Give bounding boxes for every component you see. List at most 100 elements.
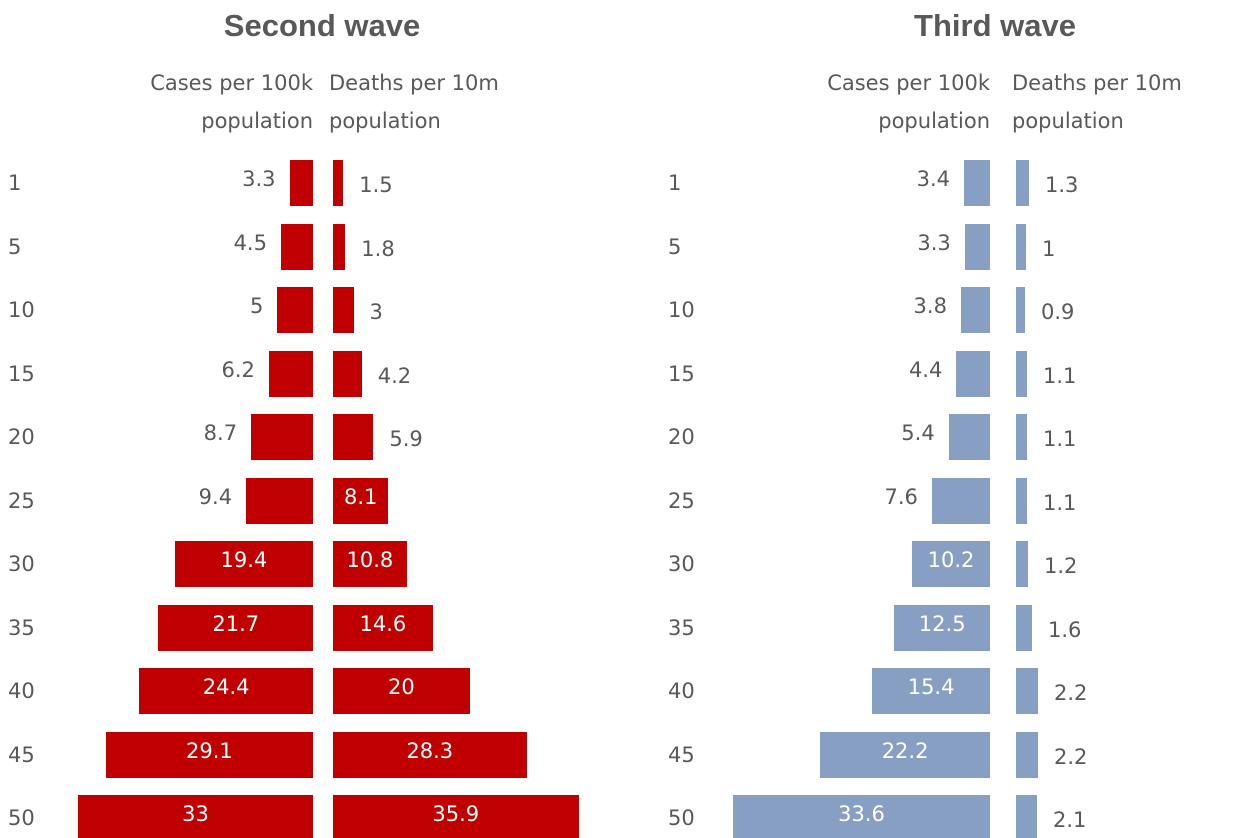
- value-label: 3.4: [916, 167, 950, 191]
- category-label: 5: [8, 234, 22, 259]
- value-label: 1.1: [1043, 427, 1077, 451]
- category-label: 45: [668, 742, 695, 767]
- category-label: 20: [8, 425, 35, 449]
- bar: [333, 795, 579, 838]
- value-label: 0.9: [1041, 300, 1075, 324]
- category-label: 50: [8, 806, 35, 830]
- value-label: 29.1: [186, 738, 233, 763]
- value-label: 1.5: [359, 173, 393, 197]
- value-label: 5.9: [389, 427, 423, 451]
- bar: [1016, 604, 1032, 651]
- bar: [732, 795, 990, 838]
- value-label: 2.1: [1053, 808, 1087, 832]
- category-label: 15: [8, 361, 35, 386]
- bar: [333, 287, 354, 333]
- bar: [139, 668, 313, 714]
- value-label: 8.7: [203, 421, 238, 445]
- bar: [960, 287, 990, 333]
- category-label: 30: [8, 552, 35, 576]
- category-label: 10: [668, 298, 695, 322]
- value-label: 3.3: [242, 167, 276, 191]
- category-label: 15: [668, 361, 695, 386]
- value-label: 1: [1042, 236, 1056, 261]
- bar: [1016, 223, 1026, 270]
- bar: [277, 287, 313, 333]
- bar: [268, 350, 313, 397]
- category-label: 40: [8, 679, 35, 703]
- value-label: 28.3: [406, 738, 454, 763]
- series-header: Cases per 100k population: [150, 71, 313, 133]
- value-label: 14.6: [359, 611, 407, 636]
- category-label: 20: [668, 425, 695, 449]
- category-label: 25: [668, 488, 695, 513]
- chart-title: Second wave: [223, 8, 421, 43]
- category-label: 5: [668, 234, 682, 259]
- bar: [872, 668, 990, 714]
- value-label: 5.4: [901, 421, 935, 445]
- value-label: 4.4: [908, 357, 943, 382]
- bar: [246, 477, 313, 524]
- bar: [333, 731, 527, 778]
- bar: [333, 160, 344, 206]
- value-label: 33: [182, 802, 209, 826]
- category-label: 1: [8, 171, 22, 195]
- bar: [1016, 477, 1027, 524]
- category-label: 50: [668, 806, 695, 830]
- value-label: 3.3: [917, 230, 951, 255]
- bar: [333, 604, 433, 651]
- bar: [251, 414, 313, 460]
- value-label: 6.2: [221, 357, 255, 382]
- chart-title: Third wave: [914, 8, 1076, 43]
- category-label: 40: [668, 679, 695, 703]
- value-label: 20: [388, 675, 415, 699]
- value-label: 33.6: [838, 802, 885, 826]
- bar: [964, 223, 990, 270]
- bar: [280, 223, 313, 270]
- value-label: 5: [250, 294, 264, 318]
- bar: [1016, 414, 1027, 460]
- series-header: Deaths per 10m population: [1012, 71, 1182, 133]
- value-label: 10.8: [346, 548, 394, 572]
- value-label: 4.5: [233, 230, 267, 255]
- value-label: 4.2: [377, 363, 412, 388]
- bar: [948, 414, 990, 460]
- bar: [1016, 287, 1025, 333]
- bar: [333, 350, 362, 397]
- bar: [333, 414, 374, 460]
- value-label: 1.6: [1048, 617, 1082, 642]
- value-label: 3.8: [913, 294, 947, 318]
- value-label: 24.4: [202, 675, 250, 699]
- bar: [963, 160, 990, 206]
- bar: [1016, 668, 1038, 714]
- value-label: 1.2: [1044, 554, 1078, 578]
- value-label: 1.1: [1043, 490, 1077, 515]
- value-label: 2.2: [1054, 744, 1088, 769]
- category-label: 35: [8, 615, 35, 640]
- value-label: 15.4: [907, 675, 955, 699]
- value-label: 1.1: [1043, 363, 1077, 388]
- bar: [1016, 350, 1027, 397]
- value-label: 22.2: [881, 738, 929, 763]
- bar: [333, 541, 407, 587]
- category-label: 25: [8, 488, 35, 513]
- bar: [105, 731, 313, 778]
- bar: [911, 541, 990, 587]
- value-label: 8.1: [343, 484, 378, 509]
- category-label: 45: [8, 742, 35, 767]
- value-label: 1.3: [1045, 173, 1079, 197]
- bar: [820, 731, 990, 778]
- value-label: 21.7: [212, 611, 260, 636]
- bar: [1016, 795, 1037, 838]
- bar: [1016, 541, 1028, 587]
- series-header: Cases per 100k population: [827, 71, 990, 133]
- bar: [956, 350, 990, 397]
- value-label: 1.8: [361, 236, 395, 261]
- bar: [158, 604, 313, 651]
- bar: [931, 477, 990, 524]
- category-label: 30: [668, 552, 695, 576]
- bar: [289, 160, 313, 206]
- value-label: 12.5: [918, 611, 966, 636]
- category-label: 35: [668, 615, 695, 640]
- value-label: 19.4: [220, 548, 268, 572]
